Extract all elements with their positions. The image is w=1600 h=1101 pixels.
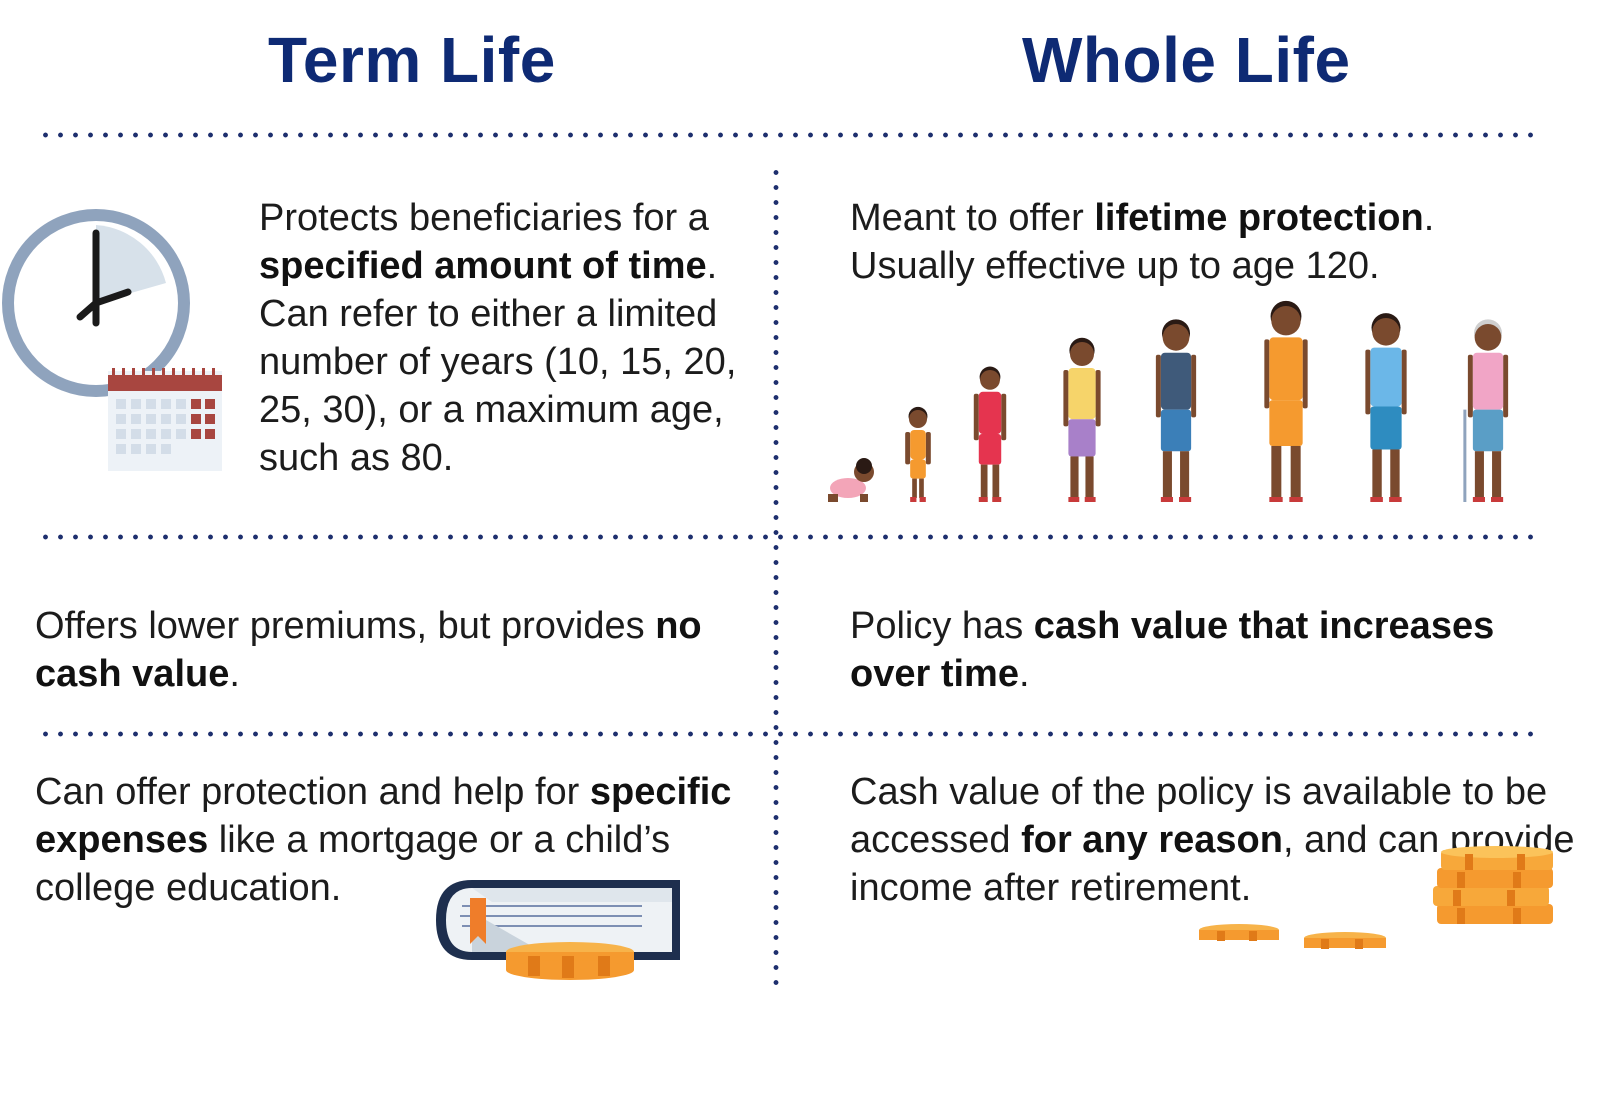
body-text: Cash value of the policy is available to… — [850, 771, 1548, 861]
emphasis-text: lifetime protection — [1094, 197, 1424, 239]
term-cash-value-text: Offers lower premiums, but provides no c… — [35, 602, 765, 698]
term-protection-text: Protects beneficiaries for a specified a… — [259, 194, 769, 482]
term-life-heading: Term Life — [268, 24, 556, 96]
coin-stack-icon — [1433, 846, 1553, 924]
divider-middle — [38, 534, 1534, 540]
body-text: . Can refer to either a limited number o… — [259, 245, 737, 479]
coin-icon — [506, 942, 634, 980]
person-figure — [1063, 337, 1101, 502]
body-text: Offers lower premiums, but provides — [35, 605, 656, 647]
emphasis-text: cash value that increases over time — [850, 605, 1495, 695]
person-figure — [1463, 319, 1509, 502]
body-text: Policy has — [850, 605, 1034, 647]
divider-top — [38, 132, 1534, 138]
body-text: Protects beneficiaries for a — [259, 197, 709, 239]
body-text: like a mortgage or a child’s college edu… — [35, 819, 671, 909]
body-text: . — [229, 653, 240, 695]
life-stages-people-icon — [828, 300, 1509, 502]
body-text: Meant to offer — [850, 197, 1095, 239]
book-coin-illustration — [436, 880, 680, 980]
coin-icon — [1199, 924, 1279, 941]
whole-protection-text: Meant to offer lifetime protection. Usua… — [850, 194, 1550, 290]
clock-icon — [2, 209, 190, 397]
emphasis-text: specific expenses — [35, 771, 732, 861]
person-figure — [905, 406, 931, 502]
coin-icon — [1304, 932, 1386, 949]
person-figure — [973, 366, 1007, 502]
whole-life-heading: Whole Life — [1022, 24, 1351, 96]
body-text: . — [1018, 653, 1030, 695]
emphasis-text: for any reason — [1021, 819, 1283, 861]
person-figure — [1264, 300, 1308, 502]
term-expenses-text: Can offer protection and help for specif… — [35, 768, 775, 912]
coins-illustration — [1199, 846, 1553, 949]
emphasis-text: no cash value — [35, 605, 702, 695]
divider-lower — [38, 731, 1534, 737]
whole-access-text: Cash value of the policy is available to… — [850, 768, 1580, 912]
emphasis-text: specified amount of time — [259, 245, 707, 287]
whole-cash-value-text: Policy has cash value that increases ove… — [850, 602, 1550, 698]
body-text: Can offer protection and help for — [35, 771, 590, 813]
person-figure — [1365, 313, 1407, 502]
body-text: , and can provide income after retiremen… — [850, 819, 1575, 909]
divider-vertical — [773, 165, 779, 985]
clock-calendar-illustration — [2, 209, 222, 471]
book-icon — [436, 880, 680, 960]
person-figure — [1155, 319, 1197, 502]
body-text: . Usually effective up to age 120. — [850, 197, 1435, 287]
person-figure — [828, 458, 874, 502]
calendar-icon — [108, 368, 222, 471]
